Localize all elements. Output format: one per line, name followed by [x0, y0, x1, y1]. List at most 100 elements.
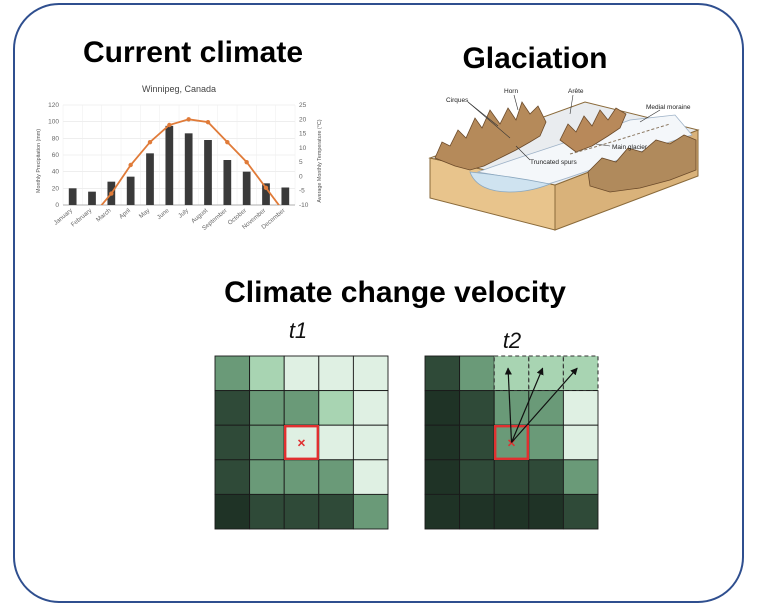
bar-january — [68, 188, 77, 205]
grid-cell — [283, 493, 320, 530]
label-truncated-spurs: Truncated spurs — [530, 159, 577, 166]
temperature-point-september — [225, 139, 230, 145]
grid-cell — [318, 459, 354, 495]
temperature-line — [100, 118, 280, 205]
y-tick-label: 100 — [48, 119, 59, 126]
glacier-illustration: Horn Arête Cirques Medial moraine Main g… — [428, 88, 700, 231]
y2-tick-label: -10 — [299, 202, 309, 209]
grid-cell — [249, 424, 285, 461]
grid-cell — [318, 424, 354, 461]
bar-june — [165, 125, 174, 205]
grid-cell — [249, 459, 285, 495]
grid-cell — [528, 459, 564, 495]
bar-december — [281, 187, 290, 205]
grid-cell — [459, 390, 495, 426]
grid-cell — [214, 424, 251, 461]
heading-current-climate: Current climate — [82, 36, 304, 69]
grid-label-t2: t2 — [502, 328, 522, 353]
temperature-point-march — [109, 191, 114, 196]
grid-cell — [459, 424, 495, 461]
grid-cell — [283, 390, 320, 426]
heading-climate-change-velocity: Climate change velocity — [224, 276, 566, 309]
grid-cell — [214, 390, 251, 426]
mountains-mid — [559, 107, 627, 153]
y-tick-label: 120 — [48, 102, 59, 109]
highlight-cell — [493, 424, 529, 460]
grid-cell — [459, 459, 495, 495]
y2-tick-label: -5 — [299, 188, 305, 195]
grid-cell — [318, 493, 354, 530]
grid-cell-target — [562, 355, 599, 392]
temperature-point-november — [263, 185, 269, 191]
temperature-point-june — [167, 122, 172, 128]
y2-tick-label: 10 — [299, 145, 307, 152]
grid-cell — [424, 355, 461, 392]
grid-cell — [528, 493, 564, 530]
medial-moraine-line — [569, 123, 671, 155]
grid-cell — [214, 459, 251, 495]
mountains-left — [434, 101, 547, 171]
marker-x: × — [297, 435, 305, 451]
temperature-point-october — [244, 159, 249, 165]
grid-cell — [493, 390, 530, 426]
bar-october — [242, 171, 251, 205]
grid-cell — [493, 493, 530, 530]
grid-cell — [352, 493, 389, 530]
grid-cell — [352, 390, 389, 426]
grid-cell — [214, 355, 251, 392]
grid-cell — [424, 424, 461, 461]
bar-february — [88, 191, 96, 205]
highlight-cell — [283, 424, 319, 460]
y2-tick-label: 5 — [299, 159, 303, 166]
label-cirques: Cirques — [446, 97, 469, 104]
mountains-right — [587, 134, 697, 193]
y-tick-label: 60 — [52, 152, 60, 159]
grid-cell — [424, 493, 461, 530]
label-medial-moraine: Medial moraine — [646, 104, 691, 111]
grid-cell — [283, 355, 320, 392]
grid-cell-target — [528, 355, 564, 392]
bar-august — [204, 140, 212, 205]
y-tick-label: 80 — [52, 135, 60, 142]
grid-cell — [562, 493, 599, 530]
grid-cell — [249, 355, 285, 392]
temperature-point-july — [186, 117, 191, 122]
grid-cell — [459, 493, 495, 530]
grid-cell — [562, 390, 599, 426]
grid-cell — [493, 459, 530, 495]
grid-cell — [424, 459, 461, 495]
y-tick-label: 20 — [52, 185, 60, 192]
temperature-point-april — [128, 162, 133, 168]
grid-t1: × — [214, 355, 389, 530]
grid-cell-target — [493, 355, 530, 392]
y2-tick-label: 25 — [299, 102, 307, 109]
grid-cell — [283, 459, 320, 495]
grid-cell — [528, 424, 564, 461]
label-arete: Arête — [568, 88, 584, 95]
y2-tick-label: 15 — [299, 131, 307, 138]
grid-cell — [528, 390, 564, 426]
y-axis-label: Monthly Precipitation (mm) — [36, 129, 42, 193]
y-tick-label: 0 — [55, 202, 59, 209]
grid-cell — [352, 355, 389, 392]
grid-cell — [249, 493, 285, 530]
grid-cell — [352, 459, 389, 495]
grid-label-t1: t1 — [288, 318, 308, 343]
bar-november — [262, 183, 270, 205]
label-main-glacier: Main glacier — [612, 144, 648, 151]
label-horn: Horn — [504, 88, 518, 95]
grid-cell — [318, 355, 354, 392]
heading-glaciation: Glaciation — [462, 42, 608, 75]
bar-april — [126, 176, 135, 205]
grid-cell — [562, 459, 599, 495]
grid-cell — [352, 424, 389, 461]
temperature-point-may — [147, 139, 153, 145]
grid-cell — [249, 390, 285, 426]
velocity-arrow — [511, 367, 578, 443]
grid-t2: × — [424, 355, 599, 530]
y2-axis-label: Average Monthly Temperature (°C) — [317, 119, 323, 202]
velocity-arrow — [504, 367, 513, 443]
y-tick-label: 40 — [52, 169, 60, 176]
y2-tick-label: 0 — [299, 173, 303, 180]
bar-september — [223, 160, 232, 205]
